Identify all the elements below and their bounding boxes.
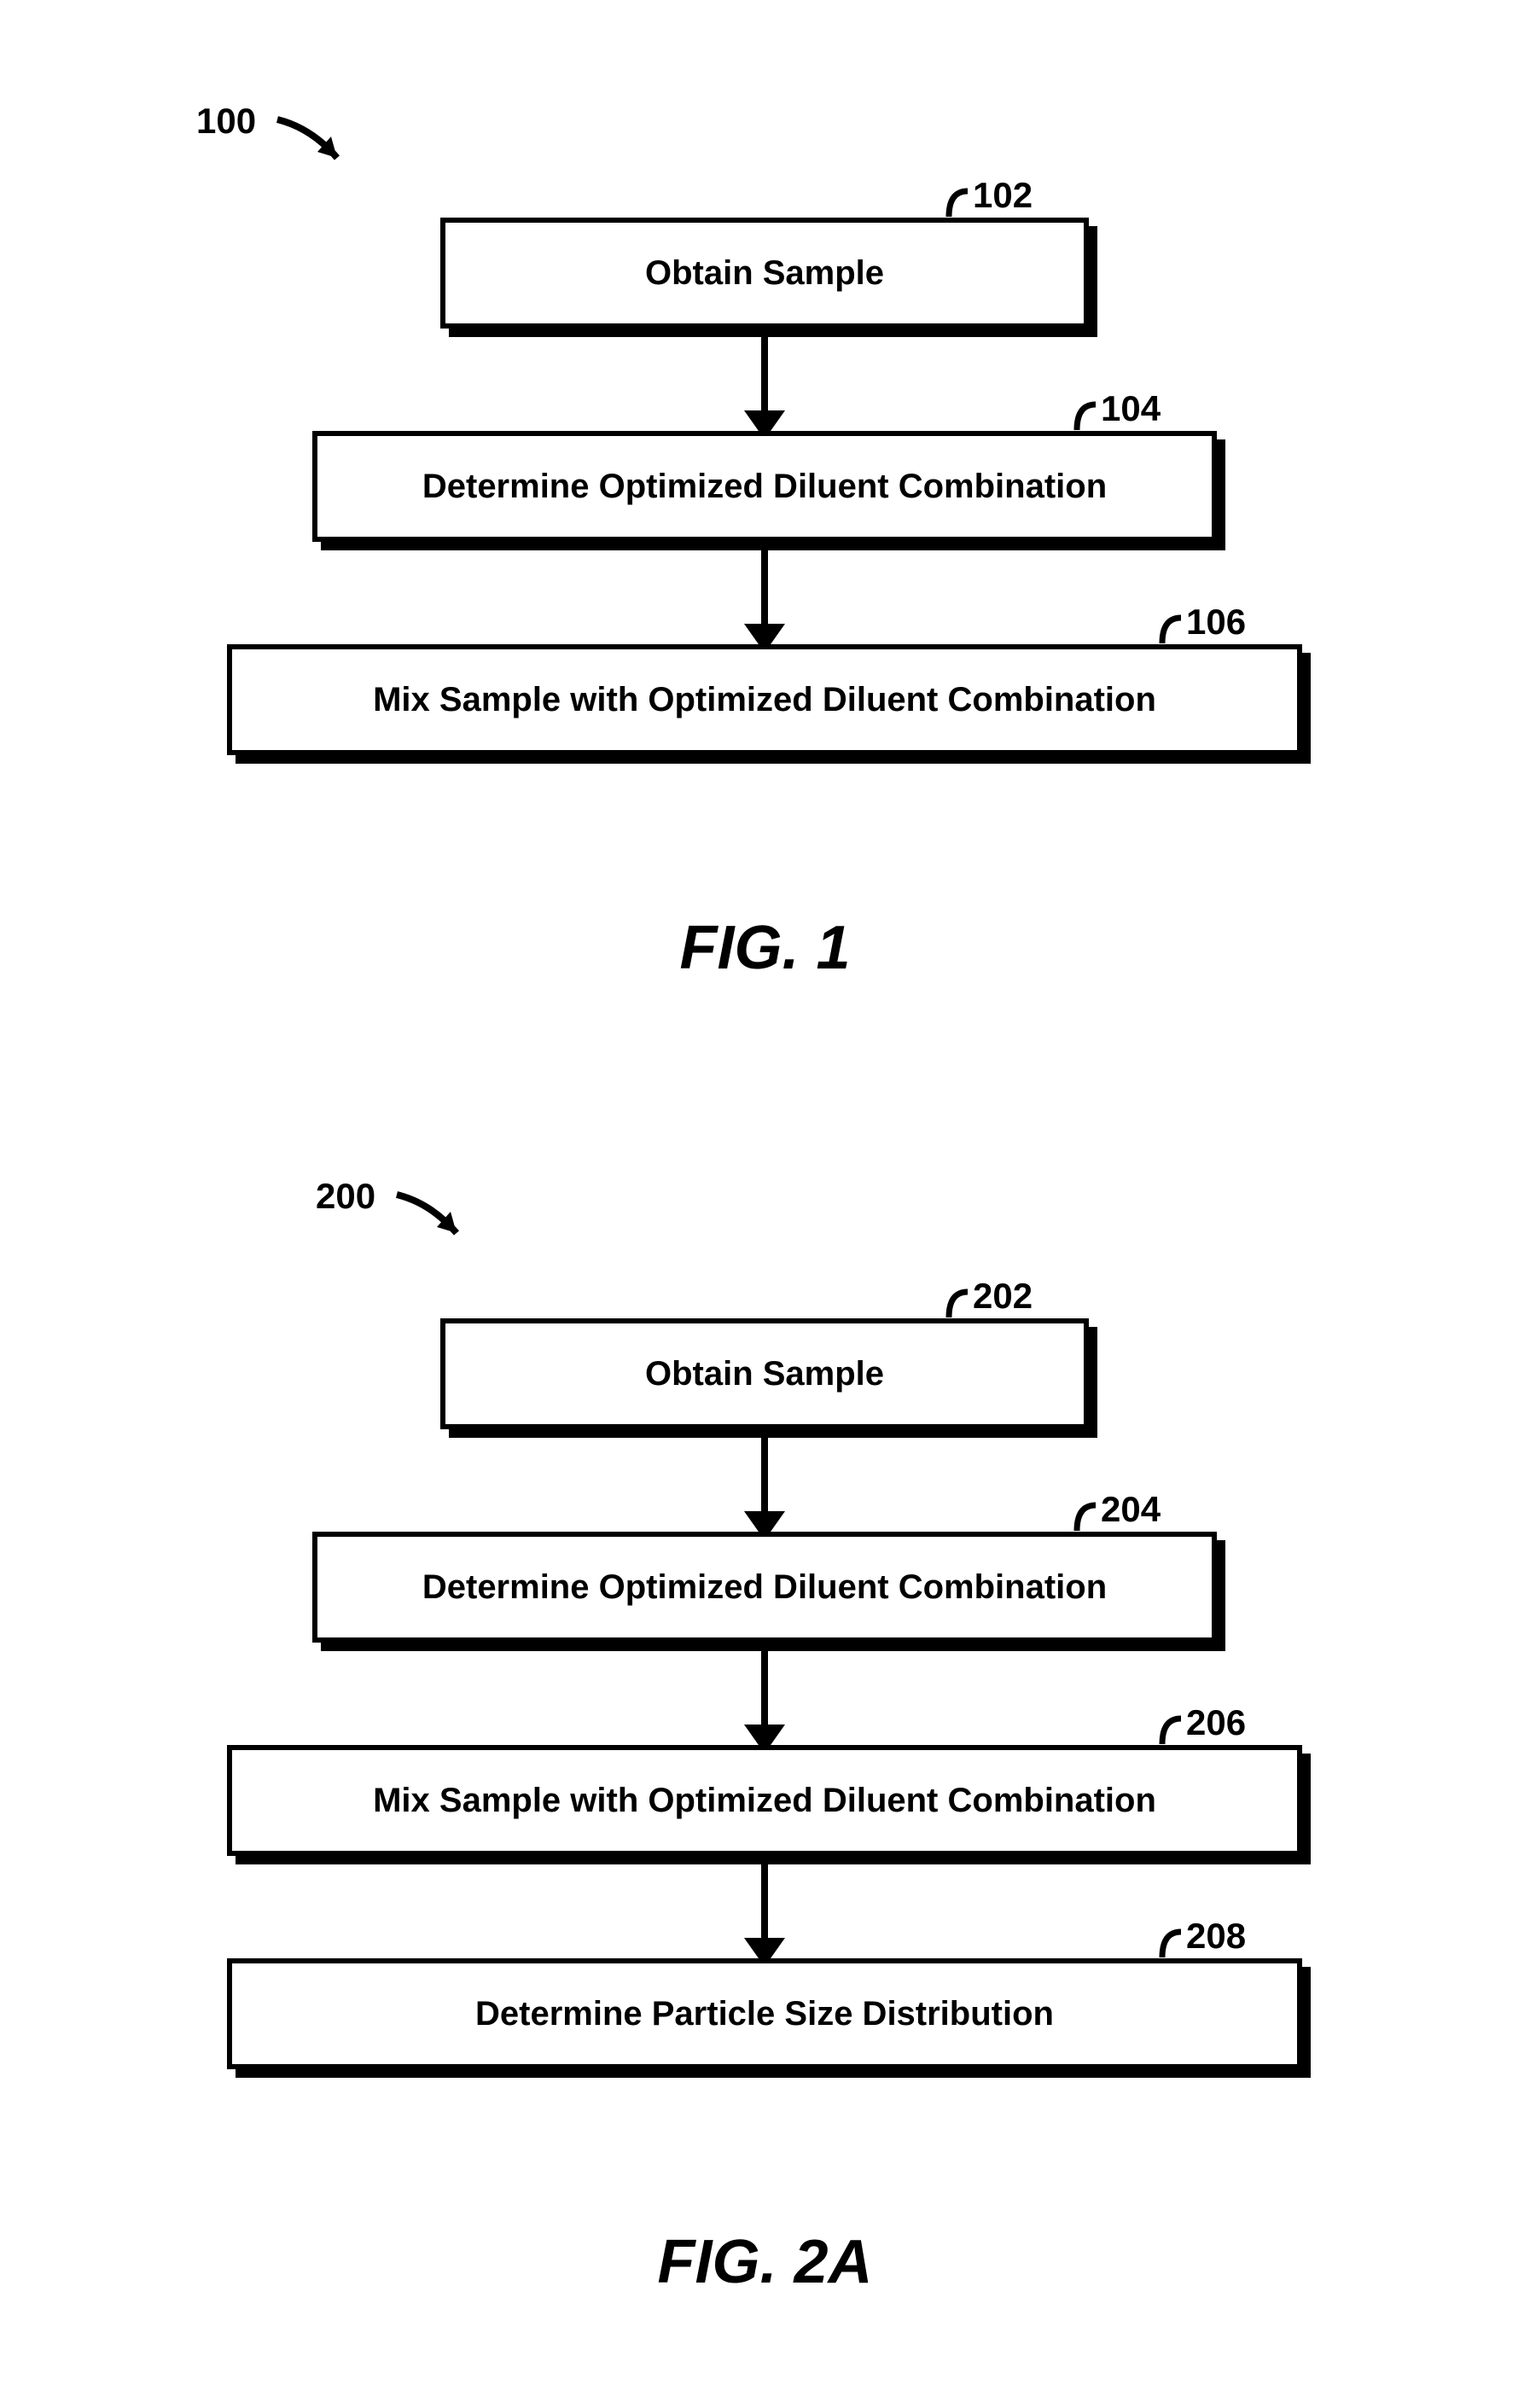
fig2-box-204-wrap: Determine Optimized Diluent Combination [312, 1532, 1217, 1643]
fig2-callout-208: 208 [1186, 1916, 1246, 1957]
fig2-box-206: Mix Sample with Optimized Diluent Combin… [227, 1745, 1302, 1856]
fig2-arrow-2-icon [744, 1651, 785, 1754]
fig2-box-202-wrap: Obtain Sample [440, 1318, 1089, 1429]
fig1-box-106: Mix Sample with Optimized Diluent Combin… [227, 644, 1302, 755]
fig2-callout-204: 204 [1101, 1489, 1161, 1530]
fig1-box-106-label: Mix Sample with Optimized Diluent Combin… [373, 681, 1156, 719]
fig2-box-208: Determine Particle Size Distribution [227, 1958, 1302, 2069]
fig1-box-106-wrap: Mix Sample with Optimized Diluent Combin… [227, 644, 1302, 755]
fig2-box-208-wrap: Determine Particle Size Distribution [227, 1958, 1302, 2069]
fig2-callout-204-hook-icon [1065, 1500, 1101, 1536]
fig1-ref-label: 100 [196, 101, 256, 142]
fig1-box-102-label: Obtain Sample [645, 254, 884, 293]
fig2-arrow-3-icon [744, 1864, 785, 1967]
fig1-box-102: Obtain Sample [440, 218, 1089, 329]
fig1-callout-102-hook-icon [937, 186, 973, 222]
fig1-box-104-wrap: Determine Optimized Diluent Combination [312, 431, 1217, 542]
fig1-box-104: Determine Optimized Diluent Combination [312, 431, 1217, 542]
fig2-box-202-label: Obtain Sample [645, 1355, 884, 1393]
fig1-ref-arrow-icon [265, 111, 367, 188]
fig1-callout-104: 104 [1101, 388, 1161, 429]
fig2-box-204: Determine Optimized Diluent Combination [312, 1532, 1217, 1643]
fig2-box-208-label: Determine Particle Size Distribution [475, 1995, 1054, 2033]
fig2-box-206-wrap: Mix Sample with Optimized Diluent Combin… [227, 1745, 1302, 1856]
fig1-callout-104-hook-icon [1065, 399, 1101, 435]
page: 100 102 Obtain Sample 104 Determine Opti… [0, 0, 1530, 2408]
fig1-box-102-wrap: Obtain Sample [440, 218, 1089, 329]
fig2-callout-202-hook-icon [937, 1287, 973, 1323]
fig2-callout-206-hook-icon [1150, 1713, 1186, 1749]
fig1-callout-102: 102 [973, 175, 1033, 216]
fig2-ref-label: 200 [316, 1176, 375, 1217]
fig2-callout-202: 202 [973, 1276, 1033, 1317]
fig2-ref-arrow-icon [384, 1186, 486, 1263]
fig2-caption: FIG. 2A [657, 2227, 872, 2297]
fig1-box-104-label: Determine Optimized Diluent Combination [422, 468, 1107, 506]
fig2-box-206-label: Mix Sample with Optimized Diluent Combin… [373, 1782, 1156, 1820]
fig1-arrow-2-icon [744, 550, 785, 653]
fig1-callout-106: 106 [1186, 602, 1246, 643]
fig1-callout-106-hook-icon [1150, 613, 1186, 649]
fig2-callout-208-hook-icon [1150, 1927, 1186, 1963]
fig2-arrow-1-icon [744, 1438, 785, 1540]
fig2-callout-206: 206 [1186, 1702, 1246, 1743]
fig2-box-204-label: Determine Optimized Diluent Combination [422, 1568, 1107, 1607]
fig1-arrow-1-icon [744, 337, 785, 439]
fig2-box-202: Obtain Sample [440, 1318, 1089, 1429]
fig1-caption: FIG. 1 [679, 913, 850, 983]
